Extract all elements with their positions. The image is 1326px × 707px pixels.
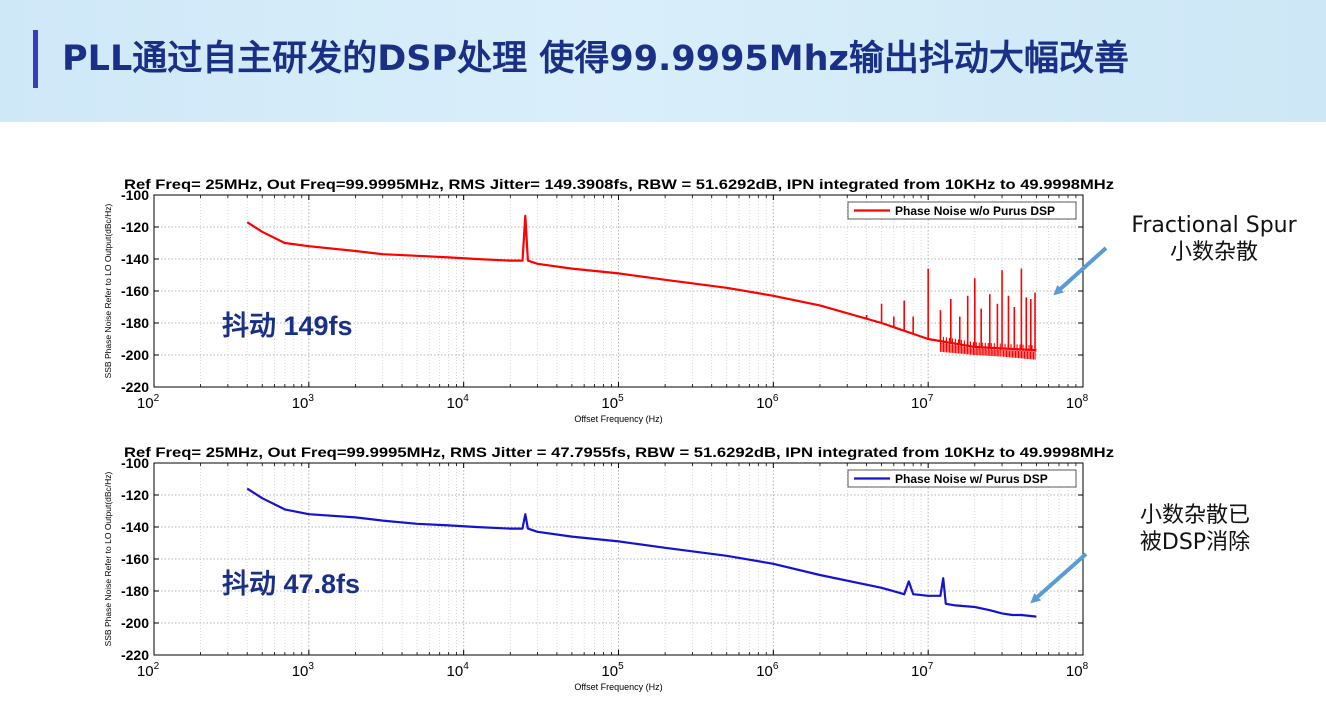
annotation-arrows <box>1030 246 1108 604</box>
spur-removed-annotation: 小数杂散已 被DSP消除 <box>1122 502 1268 556</box>
x-tick-label: 105 <box>601 661 624 680</box>
spur-removed-label-line2: 被DSP消除 <box>1139 530 1251 555</box>
legend-label: Phase Noise w/o Purus DSP <box>895 204 1055 218</box>
jitter-label: 抖动 149fs <box>222 311 353 341</box>
chart-title: Ref Freq= 25MHz, Out Freq=99.9995MHz, RM… <box>124 176 1114 192</box>
page-title: PLL通过自主研发的DSP处理 使得99.9995Mhz输出抖动大幅改善 <box>62 39 1129 79</box>
x-tick-label: 104 <box>447 393 470 412</box>
y-tick-label: -100 <box>121 455 149 471</box>
legend-box <box>847 469 1077 488</box>
series-line <box>246 487 1037 618</box>
spur-removed-label-line1: 小数杂散已 <box>1139 503 1250 528</box>
spur-removed-arrow <box>1030 552 1088 604</box>
title-accent-bar <box>33 30 38 88</box>
y-tick-label: -160 <box>121 551 149 567</box>
x-tick-label: 104 <box>447 661 470 680</box>
y-tick-label: -100 <box>121 187 149 203</box>
y-tick-label: -180 <box>121 315 149 331</box>
y-tick-label: -120 <box>121 219 149 235</box>
fractional-spur-annotation: Fractional Spur 小数杂散 <box>1118 212 1310 266</box>
x-tick-label: 102 <box>137 661 160 680</box>
fractional-spur-arrow <box>1053 246 1108 296</box>
x-tick-label: 106 <box>756 661 779 680</box>
title-banner: PLL通过自主研发的DSP处理 使得99.9995Mhz输出抖动大幅改善 <box>0 0 1326 122</box>
legend-box <box>847 201 1077 220</box>
series-line <box>246 214 1037 352</box>
fractional-spur-label-cn: 小数杂散 <box>1169 240 1258 265</box>
y-tick-label: -220 <box>121 379 149 395</box>
x-tick-label: 107 <box>911 393 934 412</box>
series-0 <box>246 214 1037 360</box>
x-tick-label: 106 <box>756 393 779 412</box>
x-tick-label: 103 <box>292 661 315 680</box>
fractional-spur-label: Fractional Spur <box>1131 213 1297 238</box>
x-tick-label: 103 <box>292 393 315 412</box>
x-tick-label: 107 <box>911 661 934 680</box>
y-tick-label: -200 <box>121 615 149 631</box>
y-tick-label: -200 <box>121 347 149 363</box>
chart-title: Ref Freq= 25MHz, Out Freq=99.9995MHz, RM… <box>124 444 1114 460</box>
y-tick-label: -120 <box>121 487 149 503</box>
y-tick-label: -140 <box>121 519 149 535</box>
jitter-label: 抖动 47.8fs <box>222 569 360 599</box>
y-tick-label: -220 <box>121 647 149 663</box>
y-tick-label: -160 <box>121 283 149 299</box>
y-axis-label: SSB Phase Noise Refer to LO Output(dBc/H… <box>103 203 113 378</box>
legend-label: Phase Noise w/ Purus DSP <box>895 472 1048 486</box>
x-axis-label: Offset Frequency (Hz) <box>574 414 662 424</box>
grid <box>154 463 1083 655</box>
y-tick-label: -140 <box>121 251 149 267</box>
x-tick-label: 102 <box>137 393 160 412</box>
x-tick-label: 108 <box>1066 661 1089 680</box>
x-tick-label: 105 <box>601 393 624 412</box>
series-1 <box>246 487 1037 618</box>
y-axis-label: SSB Phase Noise Refer to LO Output(dBc/H… <box>103 471 113 646</box>
x-tick-label: 108 <box>1066 393 1089 412</box>
y-tick-label: -180 <box>121 583 149 599</box>
x-axis-label: Offset Frequency (Hz) <box>574 682 662 692</box>
